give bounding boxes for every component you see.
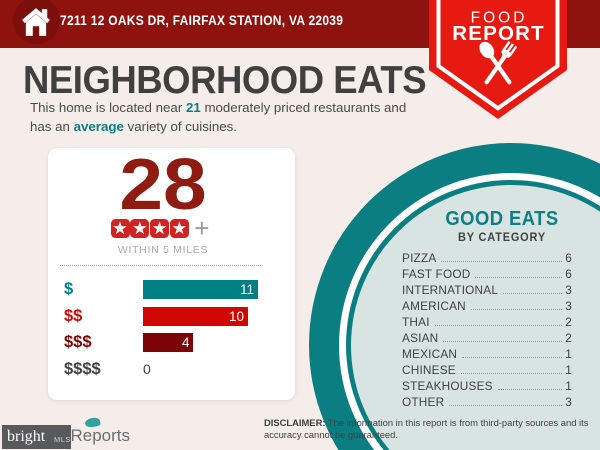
svg-text:REPORT: REPORT <box>452 22 545 45</box>
svg-text:FOOD: FOOD <box>471 10 528 27</box>
